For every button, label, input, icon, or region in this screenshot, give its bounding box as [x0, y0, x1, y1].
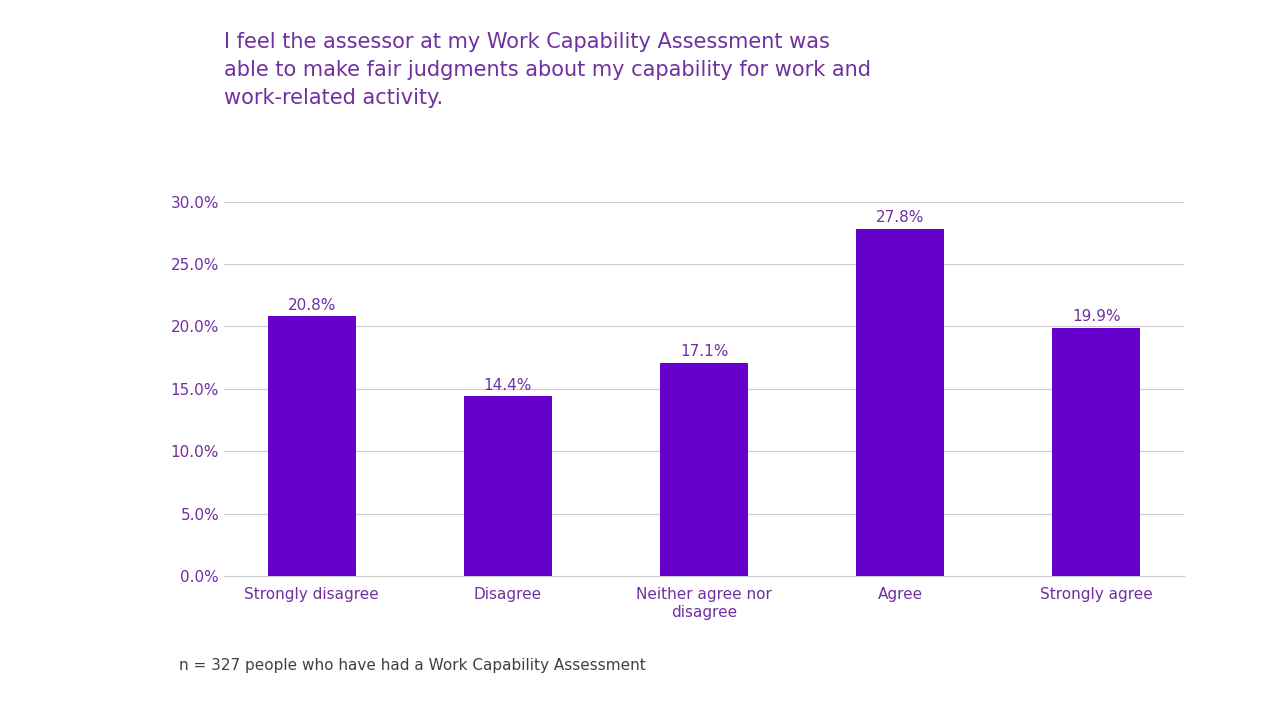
Text: 17.1%: 17.1%	[680, 344, 728, 359]
Text: 14.4%: 14.4%	[484, 377, 532, 392]
Bar	[463, 396, 552, 576]
Bar	[1052, 328, 1140, 576]
Text: 27.8%: 27.8%	[876, 210, 924, 225]
Bar	[660, 363, 748, 576]
Bar	[856, 229, 945, 576]
Bar	[268, 316, 356, 576]
Text: n = 327 people who have had a Work Capability Assessment: n = 327 people who have had a Work Capab…	[179, 658, 646, 673]
Text: 19.9%: 19.9%	[1071, 309, 1120, 324]
Text: I feel the assessor at my Work Capability Assessment was
able to make fair judgm: I feel the assessor at my Work Capabilit…	[224, 32, 870, 109]
Text: 20.8%: 20.8%	[288, 297, 335, 312]
